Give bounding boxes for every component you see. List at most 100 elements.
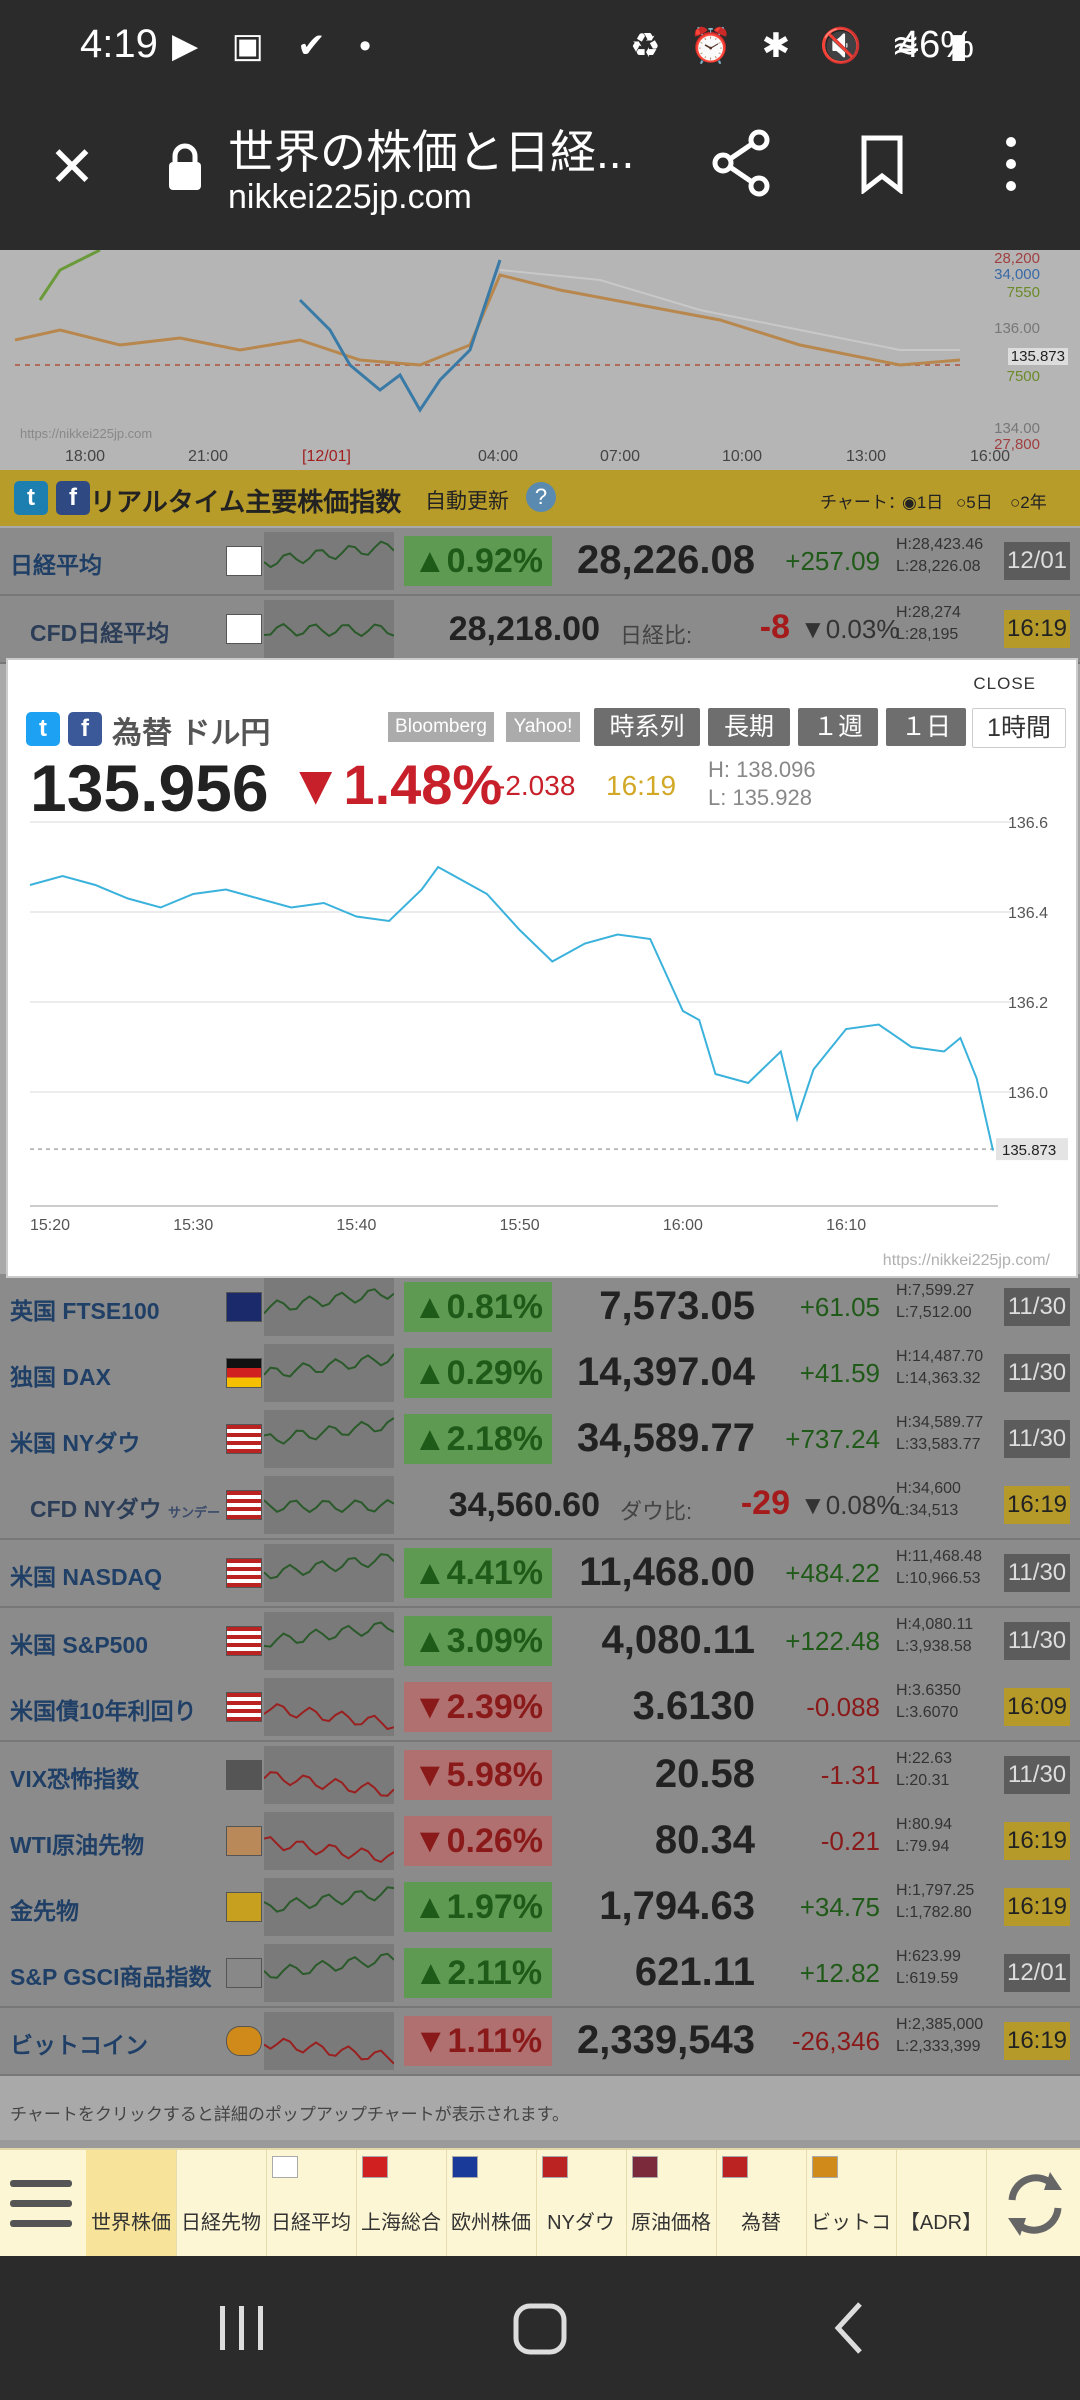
nav-item[interactable]: 欧州株価: [446, 2150, 537, 2256]
sparkline-chart[interactable]: [263, 532, 395, 590]
sparkline-chart[interactable]: [263, 1812, 395, 1870]
sparkline-chart[interactable]: [263, 1476, 395, 1534]
index-name[interactable]: 英国 FTSE100: [10, 1298, 160, 1324]
twitter-icon[interactable]: t: [26, 712, 60, 746]
facebook-icon[interactable]: f: [56, 481, 90, 515]
table-row[interactable]: WTI原油先物 ▼0.26% 80.34 -0.21 H:80.94 L:79.94 16:…: [0, 1808, 1080, 1876]
tab-1day[interactable]: １日: [886, 708, 966, 746]
table-row[interactable]: S&P GSCI商品指数 ▲2.11% 621.11 +12.82 H:623.99 L:…: [0, 1940, 1080, 2008]
chart-range-2y[interactable]: ○2年: [1010, 493, 1047, 512]
index-price: 11,468.00: [579, 1550, 755, 1594]
index-name[interactable]: 米国 NASDAQ: [10, 1564, 163, 1590]
recent-apps-icon[interactable]: [210, 2296, 274, 2365]
facebook-icon[interactable]: f: [68, 712, 102, 746]
country-flag-icon: [226, 614, 262, 644]
sparkline-chart[interactable]: [263, 1344, 395, 1402]
tab-timeseries[interactable]: 時系列: [594, 708, 700, 746]
index-name[interactable]: CFD NYダウ サンデー: [30, 1496, 221, 1522]
index-name[interactable]: 金先物: [10, 1898, 79, 1924]
table-row[interactable]: ビットコイン ▼1.11% 2,339,543 -26,346 H:2,385,000 L…: [0, 2008, 1080, 2076]
table-row[interactable]: 日経平均 ▲0.92% 28,226.08 +257.09 H:28,423.46 L:2…: [0, 528, 1080, 596]
menu-icon[interactable]: [0, 2150, 86, 2256]
close-tab-icon[interactable]: ✕: [48, 135, 96, 198]
back-icon[interactable]: [820, 2296, 884, 2365]
sparkline-chart[interactable]: [263, 600, 395, 658]
update-time: 12/01: [1004, 542, 1070, 580]
popup-credit: https://nikkei225jp.com/: [882, 1252, 1050, 1269]
index-name[interactable]: ビットコイン: [10, 2032, 148, 2058]
nav-item[interactable]: 世界株価: [86, 2150, 177, 2256]
bookmark-icon[interactable]: [852, 134, 912, 207]
ratio-value: -8: [759, 608, 790, 646]
high-low: H:34,589.77 L:33,583.77: [896, 1412, 996, 1456]
bloomberg-button[interactable]: Bloomberg: [388, 712, 494, 742]
twitter-icon[interactable]: t: [14, 481, 48, 515]
table-row[interactable]: 米国 S&P500 ▲3.09% 4,080.11 +122.48 H:4,080.11…: [0, 1608, 1080, 1676]
price-change: +41.59: [799, 1358, 880, 1388]
nav-item[interactable]: 原油価格: [626, 2150, 717, 2256]
nav-item[interactable]: 為替: [716, 2150, 807, 2256]
sparkline-chart[interactable]: [263, 1746, 395, 1804]
page-title[interactable]: 世界の株価と日経...: [228, 126, 635, 178]
table-row[interactable]: 英国 FTSE100 ▲0.81% 7,573.05 +61.05 H:7,599.27…: [0, 1274, 1080, 1342]
table-row[interactable]: 米国債10年利回り ▼2.39% 3.6130 -0.088 H:3.6350 L:3.6…: [0, 1674, 1080, 1742]
chart-range-1d[interactable]: ◉1日: [902, 493, 944, 512]
tab-1hour[interactable]: 1時間: [972, 708, 1066, 748]
nav-item-label: ビットコ: [811, 2212, 891, 2234]
nav-item[interactable]: 【ADR】: [896, 2150, 987, 2256]
sparkline-chart[interactable]: [263, 1878, 395, 1936]
y-tick-label: 136.2: [1008, 995, 1048, 1012]
sparkline-chart[interactable]: [263, 1944, 395, 2002]
index-name[interactable]: CFD日経平均: [30, 620, 170, 646]
yahoo-button[interactable]: Yahoo!: [506, 712, 580, 742]
nav-item[interactable]: 日経先物: [176, 2150, 267, 2256]
index-name[interactable]: WTI原油先物: [10, 1832, 145, 1858]
table-row[interactable]: 独国 DAX ▲0.29% 14,397.04 +41.59 H:14,487.70 L:…: [0, 1340, 1080, 1408]
chart-range-5d[interactable]: ○5日: [956, 493, 993, 512]
sparkline-chart[interactable]: [263, 1410, 395, 1468]
table-row[interactable]: 米国 NASDAQ ▲4.41% 11,468.00 +484.22 H:11,468.…: [0, 1540, 1080, 1608]
update-time: 16:19: [1004, 1888, 1070, 1926]
index-subname: サンデー: [168, 1505, 221, 1520]
close-button[interactable]: CLOSE: [973, 674, 1036, 693]
index-name[interactable]: 米国債10年利回り: [10, 1698, 197, 1724]
high-low: H:623.99 L:619.59: [896, 1946, 996, 1990]
fx-line-chart[interactable]: 136.6 136.4 136.2 136.0 15:20 15:30 15:40 15:50…: [8, 808, 1076, 1238]
nav-item[interactable]: 日経平均: [266, 2150, 357, 2256]
sparkline-chart[interactable]: [263, 1544, 395, 1602]
index-name[interactable]: S&P GSCI商品指数: [10, 1964, 212, 1990]
table-row[interactable]: CFD NYダウ サンデー 34,560.60 ダウ比: -29 ▼0.08% H:34,…: [0, 1472, 1080, 1540]
usdjpy-series-line: [29, 865, 994, 1151]
table-row[interactable]: VIX恐怖指数 ▼5.98% 20.58 -1.31 H:22.63 L:20.31 11/…: [0, 1742, 1080, 1810]
index-name[interactable]: 米国 S&P500: [10, 1632, 149, 1658]
share-icon[interactable]: [706, 128, 776, 211]
lock-icon[interactable]: [160, 140, 210, 205]
tab-longterm[interactable]: 長期: [708, 708, 790, 746]
country-flag-icon: [226, 1958, 262, 1988]
page-url[interactable]: nikkei225jp.com: [228, 178, 472, 216]
home-icon[interactable]: [508, 2296, 572, 2365]
table-row[interactable]: 米国 NYダウ ▲2.18% 34,589.77 +737.24 H:34,589.77…: [0, 1406, 1080, 1474]
nav-item[interactable]: NYダウ: [536, 2150, 627, 2256]
table-row[interactable]: CFD日経平均 28,218.00 日経比: -8 ▼0.03% H:28,274 L:28…: [0, 596, 1080, 664]
sparkline-chart[interactable]: [263, 1678, 395, 1736]
index-name[interactable]: 独国 DAX: [10, 1364, 111, 1390]
top-chart[interactable]: https://nikkei225jp.com 18:00 21:00 [12/…: [0, 250, 1080, 470]
table-row[interactable]: 金先物 ▲1.97% 1,794.63 +34.75 H:1,797.25 L:1,782…: [0, 1874, 1080, 1942]
index-name[interactable]: 米国 NYダウ: [10, 1430, 141, 1456]
more-options-icon[interactable]: [984, 134, 1038, 207]
nav-item[interactable]: ビットコ: [806, 2150, 897, 2256]
nav-item[interactable]: 上海総合: [356, 2150, 447, 2256]
index-name[interactable]: 日経平均: [10, 552, 102, 578]
sparkline-chart[interactable]: [263, 1612, 395, 1670]
tab-1week[interactable]: １週: [798, 708, 878, 746]
index-price: 4,080.11: [601, 1618, 756, 1662]
refresh-icon[interactable]: [990, 2150, 1080, 2256]
sparkline-chart[interactable]: [263, 1278, 395, 1336]
nav-flag-icon: [542, 2156, 568, 2178]
index-name[interactable]: VIX恐怖指数: [10, 1766, 140, 1792]
nav-item-label: 原油価格: [631, 2212, 711, 2234]
sparkline-chart[interactable]: [263, 2012, 395, 2070]
help-icon[interactable]: ?: [526, 482, 556, 512]
low-value: L:33,583.77: [896, 1436, 981, 1453]
